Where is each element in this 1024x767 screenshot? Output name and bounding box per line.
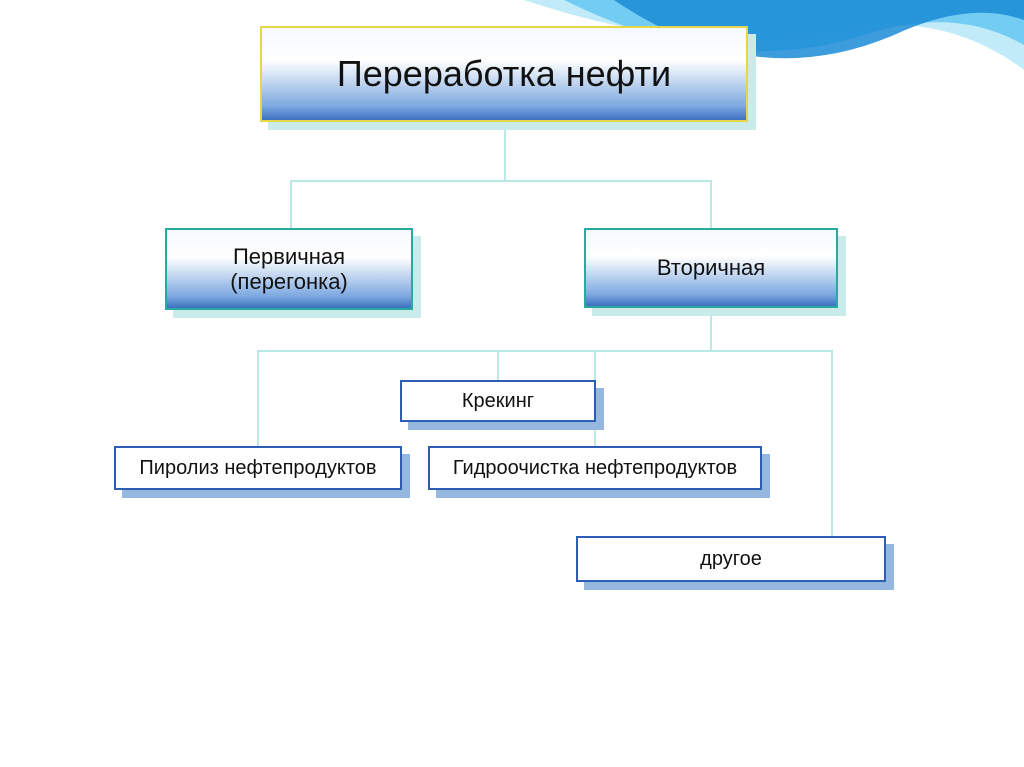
node-other: другое (576, 536, 886, 582)
connector-line (257, 350, 831, 352)
connector-line (504, 122, 506, 180)
node-secondary: Вторичная (584, 228, 838, 308)
node-hydro: Гидроочистка нефтепродуктов (428, 446, 762, 490)
node-label: Вторичная (651, 253, 771, 282)
node-label: Первичная(перегонка) (224, 242, 354, 297)
node-primary: Первичная(перегонка) (165, 228, 413, 310)
node-pyrolysis: Пиролиз нефтепродуктов (114, 446, 402, 490)
connector-line (290, 180, 292, 228)
connector-line (497, 350, 499, 380)
org-chart-diagram: Переработка нефти Первичная(перегонка) Вто… (0, 0, 1024, 767)
node-label: Переработка нефти (331, 51, 677, 96)
node-label: Гидроочистка нефтепродуктов (447, 455, 743, 482)
connector-line (831, 350, 833, 536)
connector-line (290, 180, 710, 182)
node-label: Крекинг (456, 388, 540, 415)
connector-line (710, 180, 712, 228)
connector-line (257, 350, 259, 446)
node-label: другое (694, 546, 768, 573)
node-cracking: Крекинг (400, 380, 596, 422)
node-root: Переработка нефти (260, 26, 748, 122)
node-label: Пиролиз нефтепродуктов (133, 455, 382, 482)
